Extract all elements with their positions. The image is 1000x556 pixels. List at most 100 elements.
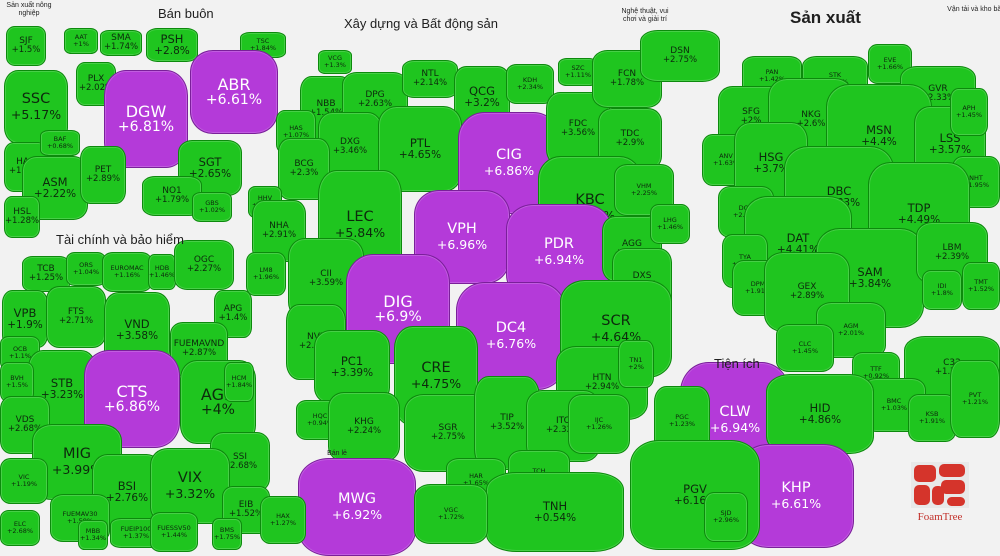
cell-ticker: GBS bbox=[205, 198, 219, 207]
cell-clc[interactable]: CLC +1.45% bbox=[776, 324, 834, 372]
cell-ors[interactable]: ORS +1.04% bbox=[66, 252, 106, 286]
cell-ticker: FTS bbox=[67, 306, 85, 317]
cell-hsl[interactable]: HSL +1.28% bbox=[4, 196, 40, 238]
cell-ijc[interactable]: IJC +1.26% bbox=[568, 394, 630, 454]
cell-ticker: VIC bbox=[18, 472, 30, 481]
cell-change: +1.5% bbox=[6, 381, 28, 389]
foamtree-logo-icon bbox=[911, 462, 969, 508]
cell-asm[interactable]: ASM +2.22% bbox=[22, 156, 88, 220]
cell-ogc[interactable]: OGC +2.27% bbox=[174, 240, 234, 290]
cell-ssc[interactable]: SSC +5.17% bbox=[4, 70, 68, 144]
cell-apg[interactable]: APG +1.4% bbox=[214, 290, 252, 338]
cell-gbs[interactable]: GBS +1.02% bbox=[192, 192, 232, 222]
cell-vhm[interactable]: VHM +2.25% bbox=[614, 164, 674, 216]
cell-ticker: AGG bbox=[622, 238, 642, 249]
cell-szc[interactable]: SZC +1.11% bbox=[558, 58, 598, 86]
cell-ticker: PAN bbox=[765, 67, 779, 76]
cell-ticker: ORS bbox=[79, 260, 93, 269]
cell-sjd[interactable]: SJD +2.96% bbox=[704, 492, 748, 542]
cell-ticker: NHT bbox=[969, 173, 983, 182]
cell-change: +2.89% bbox=[789, 291, 825, 302]
cell-hcm[interactable]: HCM +1.84% bbox=[224, 362, 254, 402]
cell-aph[interactable]: APH +1.45% bbox=[950, 88, 988, 136]
cell-fuessv50[interactable]: FUESSV50 +1.44% bbox=[150, 512, 198, 552]
cell-change: +2.14% bbox=[412, 78, 448, 89]
cell-change: +2.75% bbox=[662, 55, 698, 66]
cell-lm8[interactable]: LM8 +1.96% bbox=[246, 252, 286, 296]
cell-psh[interactable]: PSH +2.8% bbox=[146, 28, 198, 62]
cell-change: +6.76% bbox=[485, 336, 537, 352]
cell-change: +1.5% bbox=[11, 45, 41, 56]
cell-idi[interactable]: IDI +1.8% bbox=[922, 270, 962, 310]
cell-ticker: GEX bbox=[797, 281, 817, 292]
cell-pc1[interactable]: PC1 +3.39% bbox=[314, 330, 390, 404]
cell-ticker: NBB bbox=[316, 98, 336, 109]
cell-vcg[interactable]: VCG +1.3% bbox=[318, 50, 352, 74]
cell-euromac[interactable]: EUROMAC +1.16% bbox=[102, 252, 152, 292]
cell-abr[interactable]: ABR +6.61% bbox=[190, 50, 278, 134]
cell-bms[interactable]: BMS +1.75% bbox=[212, 518, 242, 550]
cell-ticker: FUESSV50 bbox=[157, 523, 191, 532]
cell-ticker: DPM bbox=[750, 279, 766, 288]
cell-change: +1.66% bbox=[876, 63, 904, 71]
cell-hax[interactable]: HAX +1.27% bbox=[260, 496, 306, 544]
cell-ticker: TIP bbox=[500, 412, 514, 423]
cell-pet[interactable]: PET +2.89% bbox=[80, 146, 126, 204]
cell-change: +4.65% bbox=[398, 148, 442, 161]
cell-ticker: VIX bbox=[177, 470, 203, 487]
cell-change: +2.63% bbox=[357, 99, 393, 110]
cell-ticker: PGC bbox=[675, 412, 689, 421]
cell-change: +1.63% bbox=[712, 159, 740, 167]
cell-ticker: HAS bbox=[289, 123, 303, 132]
cell-mwg[interactable]: MWG +6.92% bbox=[298, 458, 416, 556]
cell-vix[interactable]: VIX +3.32% bbox=[150, 448, 230, 524]
cell-vgc[interactable]: VGC +1.72% bbox=[414, 484, 488, 544]
cell-ticker: DGW bbox=[125, 101, 167, 121]
cell-ticker: BAF bbox=[53, 134, 67, 143]
cell-nha[interactable]: NHA +2.91% bbox=[252, 200, 306, 262]
cell-tnh[interactable]: TNH +0.54% bbox=[486, 472, 624, 552]
cell-mbb[interactable]: MBB +1.34% bbox=[78, 520, 108, 550]
cell-fts[interactable]: FTS +2.71% bbox=[46, 286, 106, 348]
cell-change: +2.96% bbox=[712, 516, 740, 524]
cell-ticker: TSC bbox=[256, 36, 270, 45]
cell-ticker: SJD bbox=[720, 508, 732, 517]
cell-change: +4.4% bbox=[861, 135, 897, 148]
cell-hid[interactable]: HID +4.86% bbox=[766, 374, 874, 454]
cell-change: +1.42% bbox=[758, 75, 786, 83]
cell-elc[interactable]: ELC +2.68% bbox=[0, 510, 40, 546]
cell-khg[interactable]: KHG +2.24% bbox=[328, 392, 400, 462]
cell-ticker: ITC bbox=[556, 415, 570, 426]
cell-pvt[interactable]: PVT +1.21% bbox=[950, 360, 1000, 438]
cell-ticker: FDC bbox=[568, 118, 588, 129]
cell-ticker: AAT bbox=[74, 32, 88, 41]
cell-change: +0.54% bbox=[533, 511, 577, 524]
cell-ticker: HDB bbox=[154, 263, 170, 272]
cell-ticker: TDC bbox=[620, 128, 640, 139]
cell-tn1[interactable]: TN1 +2% bbox=[618, 340, 654, 388]
cell-tcb[interactable]: TCB +1.25% bbox=[22, 256, 70, 292]
cell-change: +2.32% bbox=[545, 425, 581, 436]
cell-ticker: NKG bbox=[801, 109, 821, 120]
cell-lhg[interactable]: LHG +1.46% bbox=[650, 204, 690, 244]
cell-change: +1.02% bbox=[198, 206, 226, 214]
cell-ticker: MSN bbox=[866, 123, 892, 138]
cell-ksb[interactable]: KSB +1.91% bbox=[908, 394, 956, 442]
cell-sjf[interactable]: SJF +1.5% bbox=[6, 26, 46, 66]
cell-ticker: KHG bbox=[354, 416, 374, 427]
cell-ticker: STB bbox=[50, 376, 74, 391]
cell-change: +2.3% bbox=[289, 168, 319, 179]
cell-ntl[interactable]: NTL +2.14% bbox=[402, 60, 458, 98]
cell-baf[interactable]: BAF +0.68% bbox=[40, 130, 80, 156]
cell-sma[interactable]: SMA +1.74% bbox=[100, 30, 142, 56]
cell-bcg[interactable]: BCG +2.3% bbox=[278, 138, 330, 200]
cell-ticker: PVT bbox=[968, 390, 982, 399]
cell-hdb[interactable]: HDB +1.46% bbox=[148, 254, 176, 290]
cell-dsn[interactable]: DSN +2.75% bbox=[640, 30, 720, 82]
cell-tmt[interactable]: TMT +1.52% bbox=[962, 262, 1000, 310]
cell-ticker: BSI bbox=[117, 479, 137, 494]
cell-change: +2.71% bbox=[58, 316, 94, 327]
cell-kdh[interactable]: KDH +2.34% bbox=[506, 64, 554, 104]
cell-vic[interactable]: VIC +1.19% bbox=[0, 458, 48, 504]
cell-aat[interactable]: AAT +1% bbox=[64, 28, 98, 54]
